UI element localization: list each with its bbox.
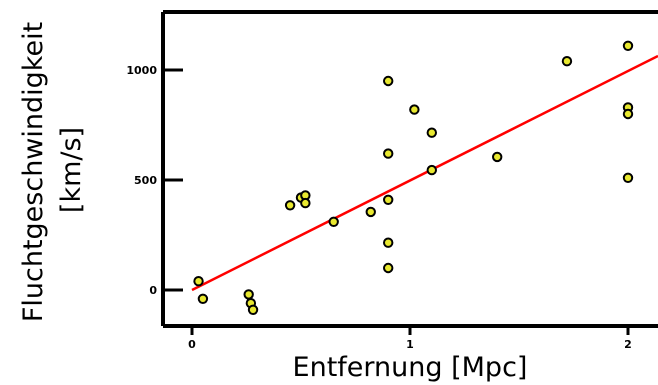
x-axis-title: Entfernung [Mpc] (293, 352, 528, 383)
data-point-5 (284, 200, 296, 211)
data-point-17 (426, 127, 437, 138)
y-tick-label-1: 500 (134, 174, 157, 187)
x-tick-label-1: 1 (406, 338, 414, 351)
data-point-14 (383, 237, 394, 248)
data-point-21 (622, 40, 634, 51)
data-point-4 (247, 304, 259, 315)
data-point-0 (193, 276, 204, 287)
data-points (193, 40, 634, 315)
x-tick-label-0: 0 (188, 338, 196, 351)
data-point-12 (383, 148, 394, 159)
data-point-8 (300, 197, 311, 209)
axis-ticks: 0 1 2 0 500 1000 (126, 64, 631, 351)
data-point-16 (409, 104, 420, 115)
data-point-13 (383, 194, 394, 206)
y-axis-title-line2: [km/s] (56, 127, 87, 213)
regression-line-group (191, 54, 658, 292)
data-point-24 (622, 172, 634, 184)
data-point-2 (243, 289, 254, 300)
data-point-15 (383, 262, 394, 274)
y-tick-label-2: 1000 (126, 64, 157, 77)
data-point-9 (328, 216, 339, 228)
data-point-20 (561, 56, 573, 67)
x-tick-label-2: 2 (624, 338, 632, 351)
data-point-1 (197, 293, 209, 304)
data-point-19 (492, 151, 503, 163)
data-point-11 (383, 75, 394, 87)
regression-line (191, 54, 658, 292)
y-axis-title-line1: Fluchtgeschwindigkeit (18, 22, 49, 322)
data-point-10 (365, 206, 376, 218)
y-tick-label-0: 0 (149, 284, 157, 297)
axes-frame (161, 10, 658, 328)
data-point-23 (622, 108, 634, 120)
data-point-18 (426, 164, 437, 176)
